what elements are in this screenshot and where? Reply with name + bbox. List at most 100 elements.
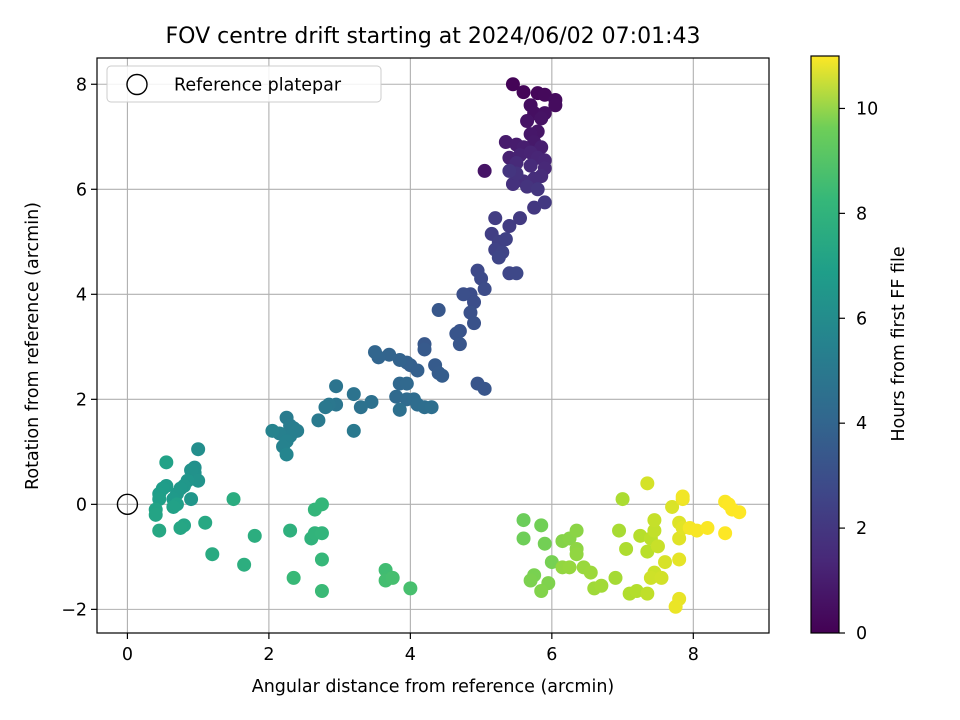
data-point xyxy=(477,163,492,178)
x-axis-ticks: 0 2 4 6 8 xyxy=(122,633,699,665)
data-point xyxy=(537,195,552,210)
data-point xyxy=(502,163,517,178)
data-point xyxy=(608,570,623,585)
data-point xyxy=(534,111,549,126)
data-point xyxy=(353,400,368,415)
data-point xyxy=(502,219,517,234)
data-point xyxy=(346,423,361,438)
y-tick-label: 2 xyxy=(76,390,87,410)
data-point xyxy=(311,413,326,428)
data-point xyxy=(152,492,167,507)
data-point xyxy=(523,573,538,588)
data-point xyxy=(173,520,188,535)
reference-platepar-marker xyxy=(116,493,139,516)
grid-lines xyxy=(97,58,769,633)
data-point xyxy=(265,423,280,438)
data-point xyxy=(615,492,630,507)
data-point xyxy=(516,85,531,100)
data-point xyxy=(534,583,549,598)
data-point xyxy=(152,523,167,538)
y-tick-label: −2 xyxy=(61,600,87,620)
data-point xyxy=(237,557,252,572)
data-point xyxy=(286,570,301,585)
data-point xyxy=(672,531,687,546)
data-point xyxy=(474,271,489,286)
x-tick-label: 8 xyxy=(688,645,699,665)
data-points xyxy=(148,77,747,614)
data-point xyxy=(392,352,407,367)
data-point xyxy=(456,287,471,302)
data-point xyxy=(191,442,206,457)
data-point xyxy=(665,499,680,514)
colorbar-tick-label: 4 xyxy=(856,414,867,434)
data-point xyxy=(654,570,669,585)
data-point xyxy=(647,523,662,538)
data-point xyxy=(417,342,432,357)
data-point xyxy=(463,305,478,320)
data-point xyxy=(513,211,528,226)
data-point xyxy=(364,394,379,409)
data-point xyxy=(184,492,199,507)
data-point xyxy=(569,547,584,562)
y-axis-ticks: −2 0 2 4 6 8 xyxy=(61,75,97,620)
data-point xyxy=(530,182,545,197)
legend-box xyxy=(106,65,382,103)
data-point xyxy=(449,326,464,341)
colorbar-tick-label: 2 xyxy=(856,519,867,539)
data-point xyxy=(672,552,687,567)
data-point xyxy=(534,140,549,155)
colorbar-tick-label: 6 xyxy=(856,309,867,329)
data-point xyxy=(640,476,655,491)
data-point xyxy=(329,379,344,394)
data-point xyxy=(643,570,658,585)
data-point xyxy=(184,463,199,478)
data-point xyxy=(467,295,482,310)
data-point xyxy=(548,98,563,113)
x-tick-label: 4 xyxy=(405,645,416,665)
data-point xyxy=(392,402,407,417)
data-point xyxy=(279,447,294,462)
data-point xyxy=(431,303,446,318)
y-axis-label: Rotation from reference (arcmin) xyxy=(23,202,43,490)
data-point xyxy=(247,528,262,543)
data-point xyxy=(583,565,598,580)
data-point xyxy=(668,599,683,614)
plot-frame xyxy=(96,57,770,634)
data-point xyxy=(718,526,733,541)
data-point xyxy=(619,541,634,556)
data-point xyxy=(520,179,535,194)
data-point xyxy=(346,387,361,402)
data-point xyxy=(640,544,655,559)
data-point xyxy=(498,232,513,247)
y-tick-label: 0 xyxy=(76,495,87,515)
data-point xyxy=(505,77,520,92)
data-point xyxy=(314,583,329,598)
colorbar-tick-label: 8 xyxy=(856,204,867,224)
data-point xyxy=(647,513,662,528)
data-point xyxy=(689,523,704,538)
data-point xyxy=(516,531,531,546)
data-point xyxy=(226,492,241,507)
y-tick-label: 4 xyxy=(76,285,87,305)
data-point xyxy=(562,560,577,575)
data-point xyxy=(491,250,506,265)
data-point xyxy=(569,523,584,538)
data-point xyxy=(612,523,627,538)
data-point xyxy=(314,552,329,567)
data-point xyxy=(477,381,492,396)
y-tick-label: 8 xyxy=(76,75,87,95)
data-point xyxy=(544,555,559,570)
data-point xyxy=(166,499,181,514)
colorbar-tick-label: 10 xyxy=(856,99,878,119)
data-point xyxy=(314,526,329,541)
data-point xyxy=(594,578,609,593)
data-point xyxy=(424,400,439,415)
data-point xyxy=(399,376,414,391)
data-point xyxy=(537,87,552,102)
colorbar: 0 2 4 6 8 10 Hours from first FF file xyxy=(810,55,909,644)
x-axis-label: Angular distance from reference (arcmin) xyxy=(252,677,615,697)
data-point xyxy=(467,316,482,331)
data-point xyxy=(435,368,450,383)
data-point xyxy=(191,473,206,488)
